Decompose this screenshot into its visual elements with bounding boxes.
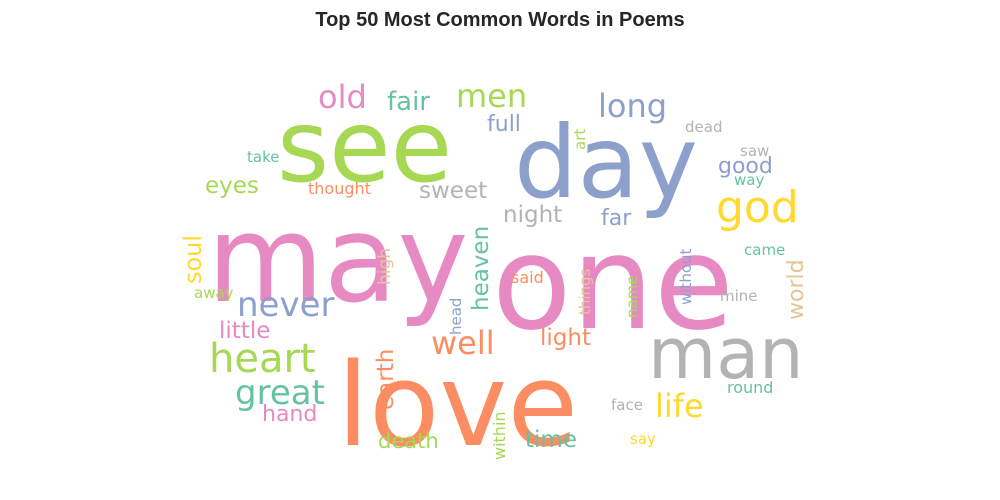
word-way: way [734,171,764,189]
word-old: old [318,78,367,116]
word-long: long [598,87,667,125]
word-god: god [716,182,799,233]
word-art: art [571,129,589,150]
word-great: great [235,373,325,413]
word-eyes: eyes [205,173,259,199]
word-without: without [677,248,695,305]
word-mine: mine [720,287,758,305]
word-earth: earth [373,349,399,410]
word-one: one [492,207,734,359]
word-man: man [648,313,803,395]
word-well: well [431,324,495,362]
word-head: head [447,298,465,335]
word-heart: heart [209,336,316,382]
word-fair: fair [387,87,430,117]
word-never: never [237,285,335,325]
word-day: day [514,104,698,221]
word-night: night [503,202,562,228]
word-see: see [277,88,452,205]
word-things: things [576,268,594,315]
word-world: world [784,259,809,320]
word-name: name [623,275,641,318]
word-thought: thought [308,179,371,198]
word-saw: saw [740,142,769,160]
chart-title: Top 50 Most Common Words in Poems [315,9,685,31]
word-within: within [490,411,509,460]
word-hand: hand [262,402,317,427]
word-life: life [655,387,704,425]
word-say: say [630,430,656,448]
word-said: said [511,268,544,287]
word-light: light [540,325,591,351]
word-round: round [727,378,773,397]
word-away: away [194,284,234,302]
word-far: far [601,206,632,231]
word-sweet: sweet [419,178,487,204]
word-came: came [744,241,785,259]
word-little: little [219,318,270,344]
word-heaven: heaven [468,226,494,311]
word-good: good [718,154,773,179]
word-face: face [611,396,643,414]
word-high: high [375,248,395,285]
word-time: time [525,427,577,453]
word-dead: dead [685,118,722,136]
word-soul: soul [179,235,207,284]
word-full: full [487,112,521,137]
word-may: may [207,191,468,330]
word-take: take [247,148,279,166]
word-love: love [337,339,578,473]
word-death: death [378,429,439,453]
word-men: men [456,77,527,115]
